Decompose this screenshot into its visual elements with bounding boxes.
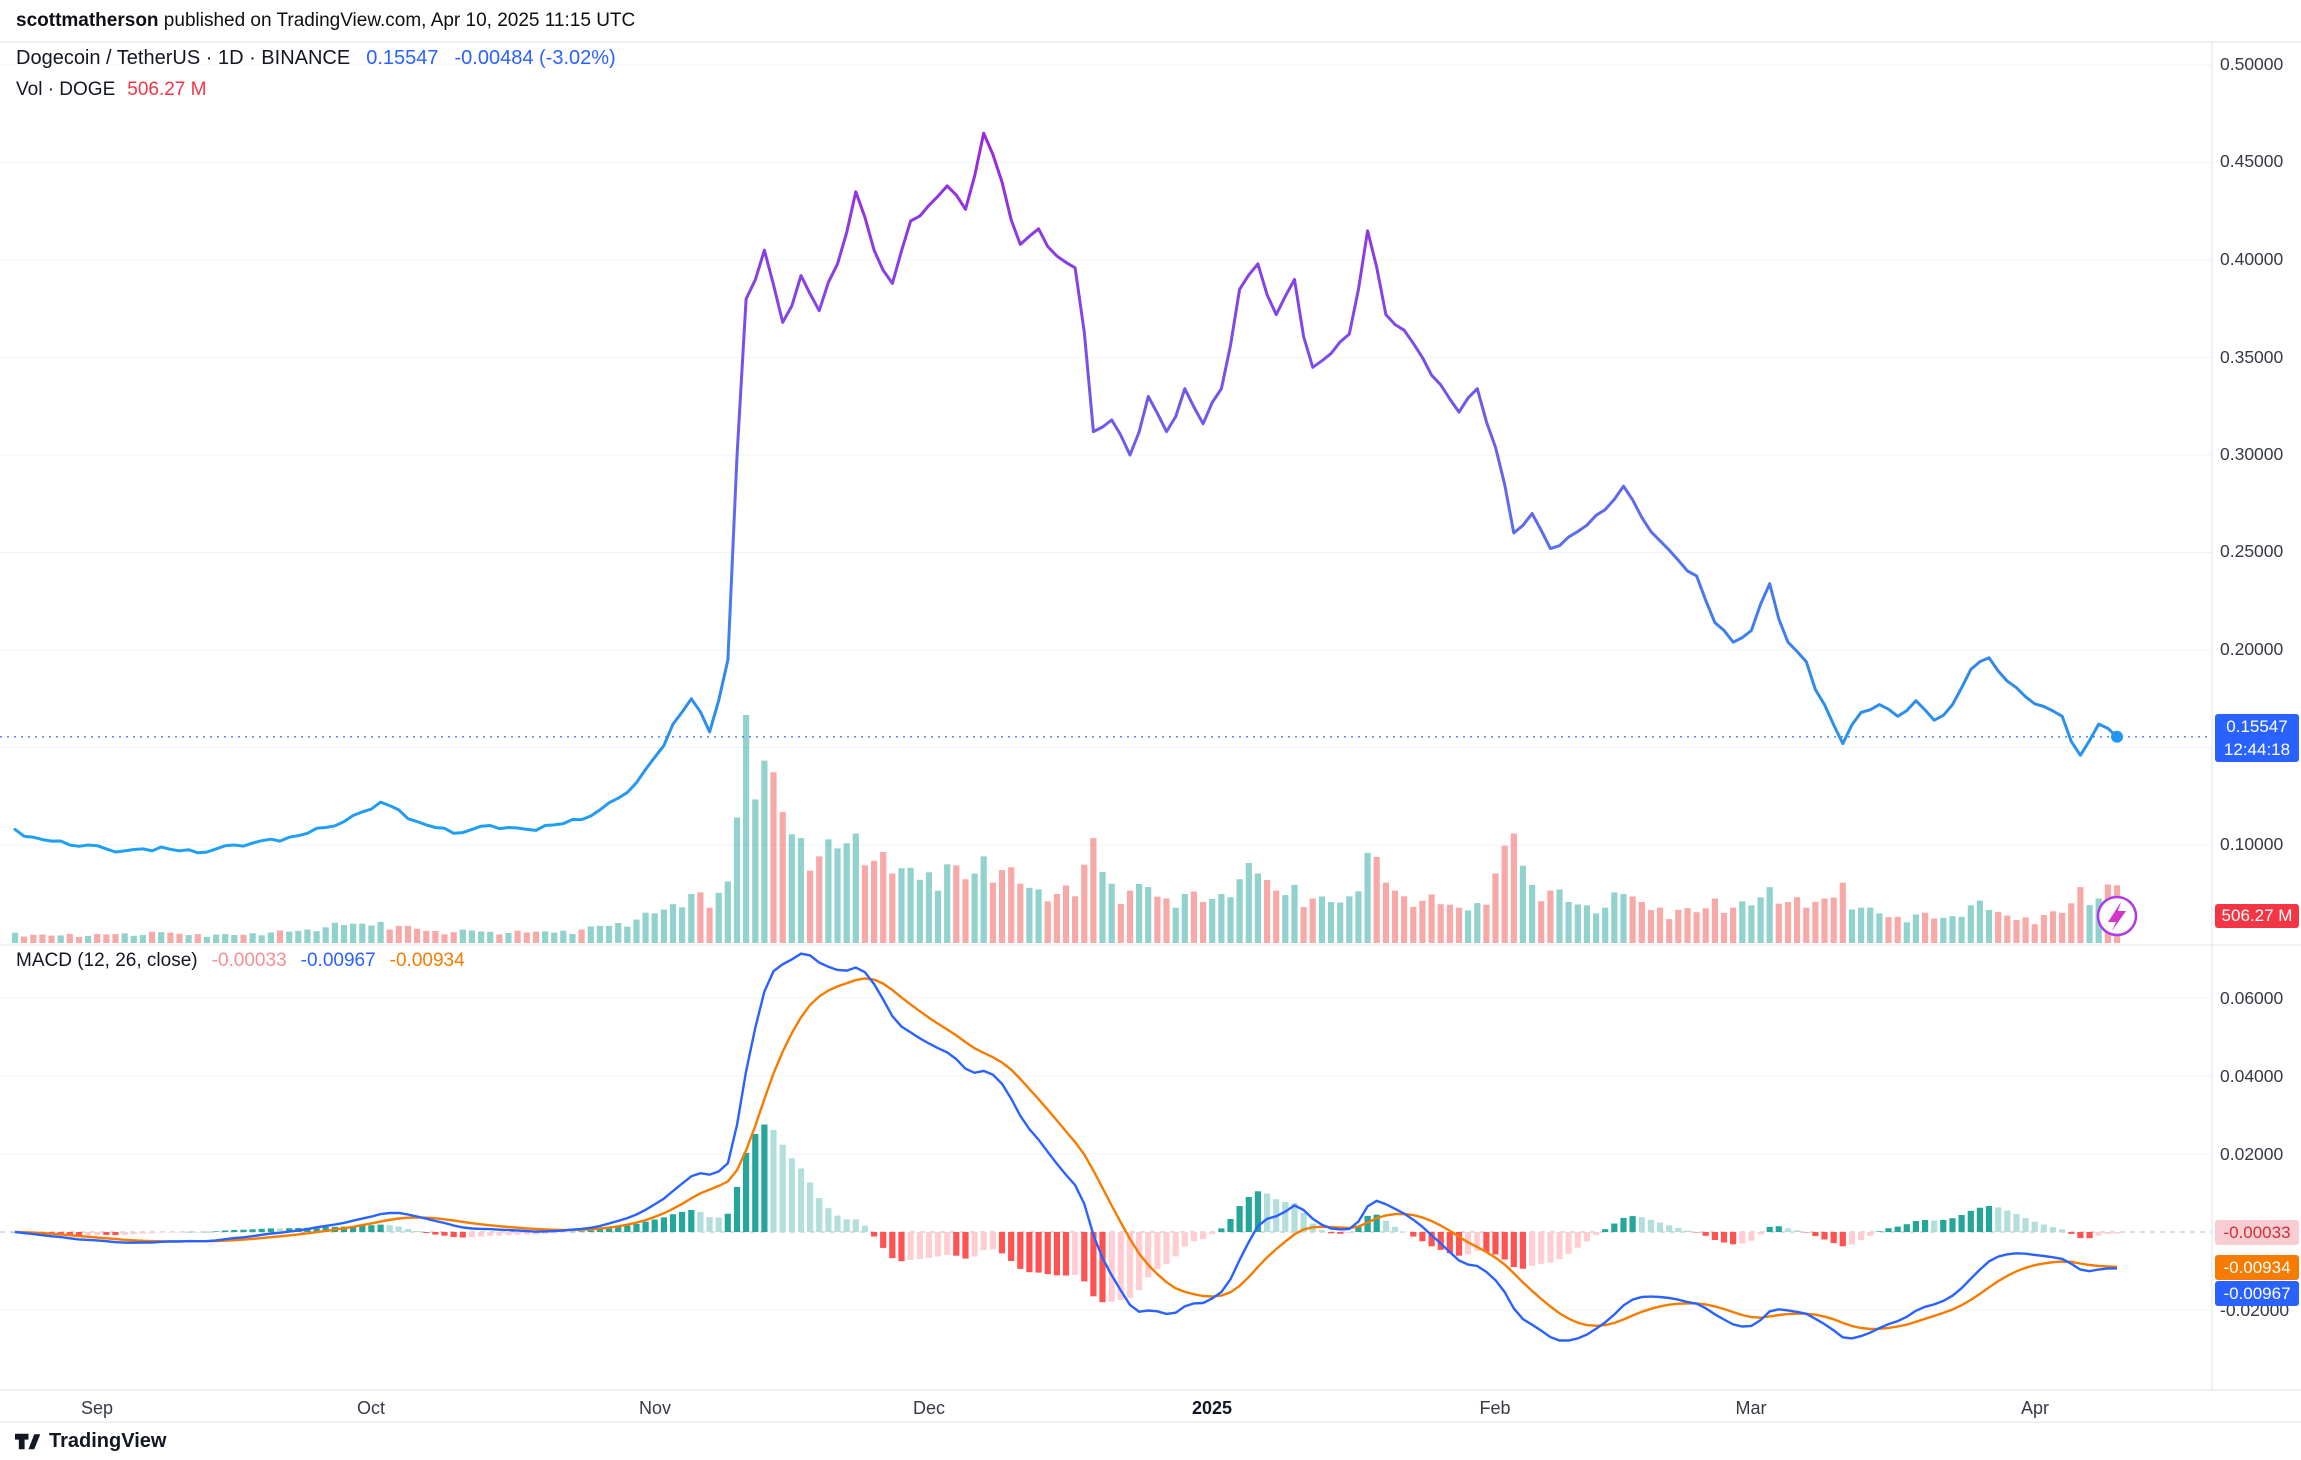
tradingview-brand[interactable]: TradingView (49, 1430, 167, 1452)
macd-line-value: -0.00967 (300, 950, 376, 971)
price-line (13, 131, 2119, 855)
tradingview-logo-icon[interactable] (14, 1428, 41, 1455)
macd-header: MACD (12, 26, close) -0.00033 -0.00967 -… (16, 950, 465, 972)
gridlines (0, 64, 2212, 1311)
macd-signal-badge: -0.00934 (2215, 1255, 2299, 1280)
lightning-icon (2108, 902, 2126, 931)
last-price-marker (2111, 730, 2123, 743)
boost-lightning-button[interactable] (2096, 895, 2138, 937)
footer: TradingView (14, 1428, 166, 1455)
time-axis-label: Nov (638, 1398, 672, 1418)
macd-line (14, 952, 2117, 1342)
volume-header: Vol · DOGE 506.27 M (16, 79, 206, 101)
current-price-value: 0.15547 (2226, 717, 2288, 736)
macd-axis-label: 0.04000 (2220, 1066, 2284, 1086)
publisher-name: scottmatherson (16, 10, 159, 31)
price-axis-label: 0.30000 (2220, 444, 2284, 464)
price-axis-label: 0.25000 (2220, 541, 2284, 561)
macd-axis-label: 0.06000 (2220, 988, 2284, 1008)
publisher-line: scottmatherson published on TradingView.… (16, 10, 635, 32)
symbol-title[interactable]: Dogecoin / TetherUS · 1D · BINANCE (16, 47, 351, 69)
time-axis-label: Apr (2020, 1398, 2050, 1418)
time-axis-label: Oct (356, 1398, 386, 1418)
macd-line-badge: -0.00967 (2215, 1281, 2299, 1306)
volume-value: 506.27 M (127, 79, 207, 100)
time-axis-label-year: 2025 (1191, 1398, 1233, 1418)
price-axis-label: 0.10000 (2220, 834, 2284, 854)
macd-histogram (11, 1124, 2121, 1303)
time-axis-label: Sep (80, 1398, 114, 1418)
price-change: -0.00484 (-3.02%) (454, 47, 616, 69)
symbol-header: Dogecoin / TetherUS · 1D · BINANCE 0.155… (16, 47, 616, 70)
time-axis-label: Dec (912, 1398, 946, 1418)
volume-bars (11, 715, 2121, 944)
macd-hist-value: -0.00033 (211, 950, 287, 971)
macd-signal-line (14, 977, 2118, 1331)
bar-countdown: 12:44:18 (2223, 740, 2291, 759)
time-axis-label: Feb (1479, 1398, 1511, 1418)
volume-badge: 506.27 M (2215, 904, 2299, 928)
macd-axis-label: 0.02000 (2220, 1144, 2284, 1164)
time-axis-label: Mar (1735, 1398, 1767, 1418)
price-axis-label: 0.45000 (2220, 151, 2284, 171)
price-axis-label: 0.20000 (2220, 639, 2284, 659)
macd-signal-value: -0.00934 (389, 950, 465, 971)
pane-borders (0, 41, 2301, 1423)
price-axis-label: 0.50000 (2220, 54, 2284, 74)
macd-label[interactable]: MACD (12, 26, close) (16, 950, 198, 971)
price-axis-label: 0.40000 (2220, 249, 2284, 269)
publisher-rest: published on TradingView.com, Apr 10, 20… (158, 10, 636, 31)
price-axis-label: 0.35000 (2220, 347, 2284, 367)
current-price-badge: 0.15547 12:44:18 (2215, 714, 2299, 762)
volume-label[interactable]: Vol · DOGE (16, 79, 116, 100)
macd-hist-badge: -0.00033 (2215, 1220, 2299, 1245)
last-price: 0.15547 (366, 47, 439, 69)
